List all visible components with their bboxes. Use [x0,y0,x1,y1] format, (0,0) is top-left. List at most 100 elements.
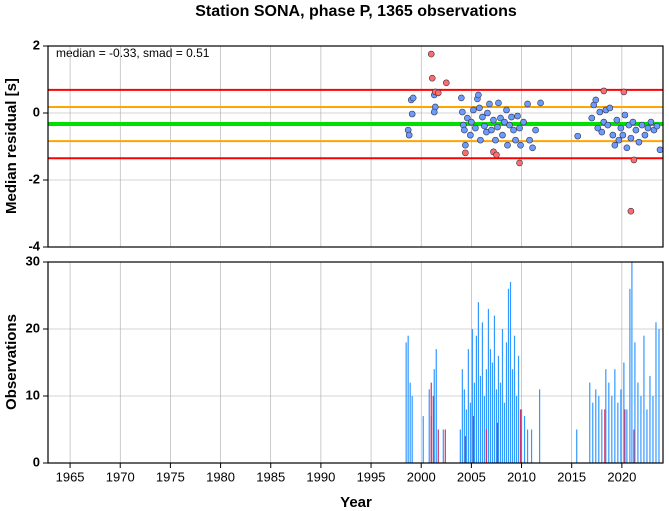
bar [430,382,432,463]
x-tick-label: 1975 [156,469,185,484]
bar [626,409,628,463]
bar [655,322,657,463]
point [609,131,617,139]
point [499,131,506,139]
bar [461,369,463,463]
bar [617,402,619,463]
bar [475,335,477,463]
point [428,74,436,82]
y-tick-label: 0 [33,454,40,469]
bar [652,396,654,463]
point [494,123,501,131]
bar [444,429,446,463]
bar [428,389,430,463]
y-axis-label: Observations [3,314,20,410]
point [629,118,637,126]
bar [523,416,526,463]
bar [507,288,510,463]
point [653,122,661,130]
bar [538,389,541,463]
bar [517,355,520,463]
x-tick-label: 2020 [607,469,636,484]
point [598,128,606,136]
bar [608,382,610,463]
point [592,96,600,104]
chart-title: Station SONA, phase P, 1365 observations [195,3,517,20]
bar [477,302,479,463]
bar [411,396,413,463]
bar [501,329,504,463]
point [588,114,596,122]
x-tick-label: 1995 [357,469,386,484]
point [516,124,523,132]
point [493,151,500,159]
bar [513,335,516,463]
bar [489,349,492,463]
point [461,126,468,134]
point [462,141,469,149]
point [529,144,536,152]
x-tick-label: 1970 [106,469,135,484]
point [475,91,482,99]
bar [409,382,411,463]
point [638,121,646,129]
bar [598,396,600,463]
bar [491,362,494,463]
y-tick-label: 0 [33,104,40,119]
bar [511,369,514,463]
point [506,121,513,129]
point [537,99,544,107]
point [488,126,495,134]
bar [620,389,622,463]
bar [649,375,651,463]
x-tick-label: 1990 [306,469,335,484]
bar [487,308,490,463]
bar [646,409,648,463]
bar [422,416,424,463]
point [613,116,621,124]
point [621,111,629,119]
point [459,108,466,116]
point [512,136,519,144]
bar [465,409,467,463]
y-tick-label: 20 [26,320,40,335]
point [647,118,655,126]
point [477,136,484,144]
point [516,159,523,167]
bar [604,409,606,463]
point [479,113,486,121]
bar [471,329,473,463]
point [442,79,450,87]
point [492,136,499,144]
bar [629,288,631,463]
point [600,87,608,95]
point [504,141,511,149]
bar [658,329,660,463]
point [524,100,531,108]
x-tick-label: 2010 [507,469,536,484]
bar [519,409,522,463]
bar [463,389,465,463]
point [484,109,491,117]
point [627,207,635,215]
point [632,126,640,134]
plot-frame [47,45,664,248]
x-axis-label: Year [340,494,372,511]
x-tick-label: 2000 [407,469,436,484]
point [472,124,479,132]
point [641,131,649,139]
bar [633,429,635,463]
bar [605,369,607,463]
point [430,108,438,116]
bar [497,355,500,463]
point [434,89,442,97]
point [596,108,604,116]
point [508,113,515,121]
y-tick-label: 2 [33,37,40,52]
bar [433,369,435,463]
bar [520,409,523,463]
bar [473,382,475,463]
bar [499,382,502,463]
bar [530,429,533,463]
